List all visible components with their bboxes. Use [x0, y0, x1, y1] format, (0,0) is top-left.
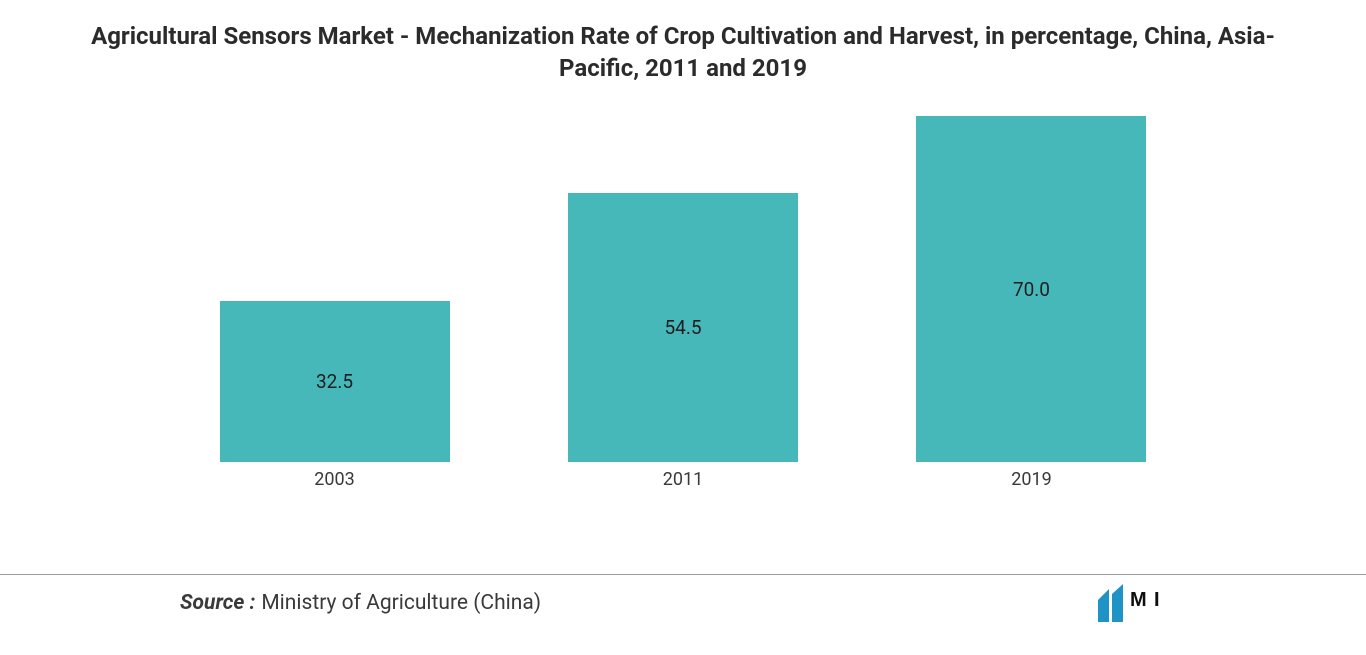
x-axis-label: 2019 [1011, 469, 1051, 490]
mordor-logo: M I [1098, 584, 1186, 622]
x-axis-label: 2003 [314, 469, 354, 490]
x-axis-label: 2011 [663, 469, 703, 490]
source-label: Source : [180, 591, 255, 615]
bar: 32.5 [220, 301, 450, 461]
bar: 70.0 [916, 116, 1146, 461]
bar-value-label: 32.5 [316, 370, 353, 393]
source-attribution: Source : Ministry of Agriculture (China) [180, 591, 541, 615]
bar-value-label: 54.5 [664, 316, 701, 339]
svg-text:I: I [1154, 589, 1160, 611]
bar-slot: 70.0 [916, 92, 1146, 462]
source-text: Ministry of Agriculture (China) [261, 591, 541, 615]
chart-footer: Source : Ministry of Agriculture (China)… [0, 574, 1366, 630]
bar-slot: 54.5 [568, 92, 798, 462]
chart-title: Agricultural Sensors Market - Mechanizat… [0, 0, 1366, 93]
logo-icon: M I [1098, 584, 1186, 622]
bar: 54.5 [568, 193, 798, 462]
bar-value-label: 70.0 [1013, 278, 1050, 301]
chart-area: 32.5 54.5 70.0 2003 2011 2019 [0, 93, 1366, 493]
svg-text:M: M [1130, 589, 1147, 611]
bar-plot: 32.5 54.5 70.0 [155, 93, 1211, 463]
bar-slot: 32.5 [220, 92, 450, 462]
x-axis-labels: 2003 2011 2019 [155, 463, 1211, 493]
